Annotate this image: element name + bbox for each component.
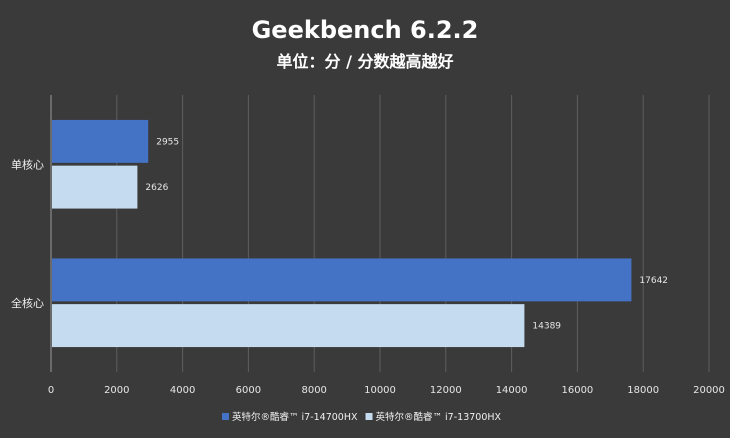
bar bbox=[52, 258, 632, 302]
bar bbox=[52, 304, 525, 348]
legend: 英特尔®酷睿™ i7-14700HX 英特尔®酷睿™ i7-13700HX bbox=[222, 411, 502, 423]
legend-label: 英特尔®酷睿™ i7-14700HX bbox=[232, 411, 358, 423]
legend-label: 英特尔®酷睿™ i7-13700HX bbox=[376, 411, 502, 423]
bar bbox=[52, 119, 149, 163]
x-tick-label: 10000 bbox=[364, 385, 396, 396]
data-labels: 2955 2626 17642 14389 bbox=[145, 137, 668, 331]
x-axis-ticks: 0 2000 4000 6000 8000 10000 12000 14000 16000 180… bbox=[48, 385, 725, 396]
bars bbox=[52, 119, 632, 348]
x-tick-label: 16000 bbox=[561, 385, 593, 396]
x-tick-label: 8000 bbox=[301, 385, 326, 396]
x-tick-label: 0 bbox=[48, 385, 54, 396]
x-tick-label: 20000 bbox=[693, 385, 725, 396]
x-tick-label: 12000 bbox=[430, 385, 462, 396]
bar bbox=[52, 165, 138, 209]
category-label: 单核心 bbox=[11, 157, 44, 171]
x-tick-label: 18000 bbox=[627, 385, 659, 396]
x-tick-label: 6000 bbox=[236, 385, 261, 396]
x-tick-label: 2000 bbox=[104, 385, 129, 396]
x-tick-label: 14000 bbox=[496, 385, 528, 396]
data-label: 2955 bbox=[156, 137, 179, 147]
category-label: 全核心 bbox=[11, 296, 44, 310]
legend-swatch bbox=[222, 413, 229, 420]
data-label: 2626 bbox=[145, 183, 168, 193]
data-label: 14389 bbox=[532, 322, 561, 332]
x-tick-label: 4000 bbox=[170, 385, 195, 396]
legend-swatch bbox=[365, 413, 373, 420]
data-label: 17642 bbox=[639, 276, 668, 286]
chart-subtitle: 单位：分 / 分数越高越好 bbox=[277, 52, 454, 71]
chart-title: Geekbench 6.2.2 bbox=[252, 16, 479, 44]
